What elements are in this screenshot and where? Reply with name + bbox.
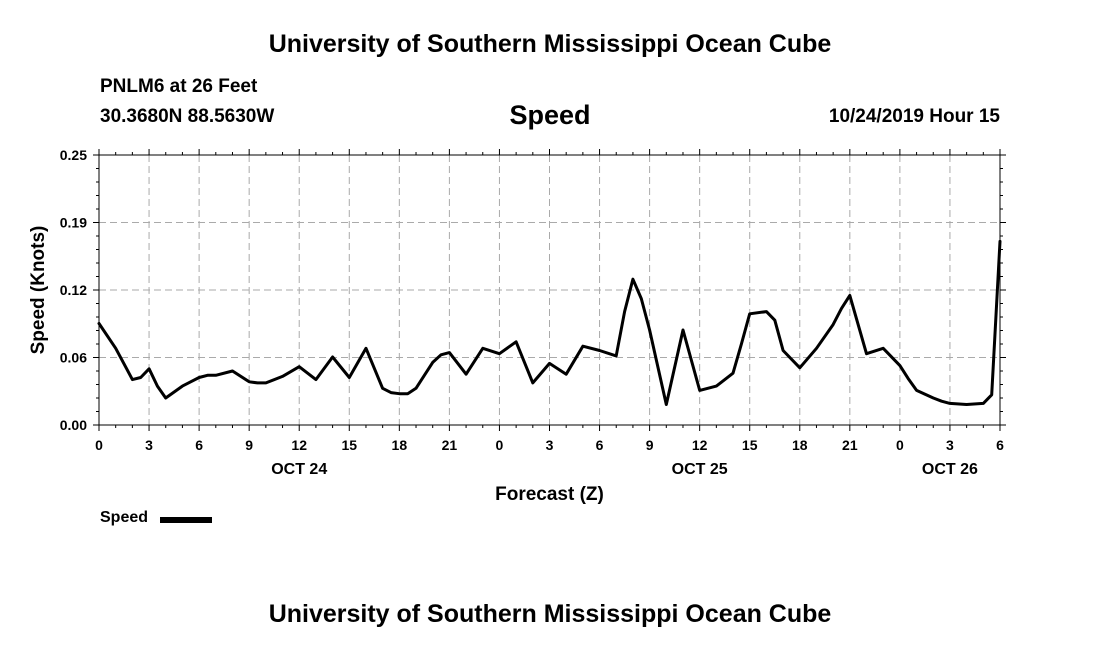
coordinates-label: 30.3680N 88.5630W	[100, 106, 275, 127]
y-tick-label: 0.06	[60, 350, 87, 366]
variable-title: Speed	[509, 100, 591, 130]
chart-title: University of Southern Mississippi Ocean…	[268, 30, 832, 58]
y-axis-label: Speed (Knots)	[28, 226, 49, 355]
x-tick-label: 15	[341, 437, 357, 453]
x-tick-label: 3	[546, 437, 554, 453]
x-tick-label: 9	[646, 437, 654, 453]
speed-series-line	[97, 239, 1002, 406]
x-tick-label: 0	[95, 437, 103, 453]
y-tick-label: 0.00	[60, 417, 87, 433]
y-tick-label: 0.19	[60, 215, 87, 231]
x-tick-label: 21	[442, 437, 458, 453]
legend-label: Speed	[100, 509, 149, 526]
date-label: OCT 26	[922, 461, 978, 478]
x-tick-label: 18	[792, 437, 808, 453]
x-tick-label: 3	[145, 437, 153, 453]
footer-title: University of Southern Mississippi Ocean…	[268, 600, 832, 628]
x-tick-label: 0	[896, 437, 904, 453]
plot-frame	[98, 154, 1001, 426]
x-tick-label: 12	[291, 437, 307, 453]
x-tick-label: 3	[946, 437, 954, 453]
y-tick-label: 0.25	[60, 147, 87, 163]
date-label: OCT 25	[672, 461, 728, 478]
y-tick-label: 0.12	[60, 282, 87, 298]
x-tick-label: 6	[596, 437, 604, 453]
x-tick-label: 6	[195, 437, 203, 453]
x-tick-label: 0	[496, 437, 504, 453]
x-tick-label: 9	[245, 437, 253, 453]
x-tick-label: 12	[692, 437, 708, 453]
legend-swatch	[160, 517, 212, 523]
x-tick-label: 21	[842, 437, 858, 453]
datetime-label: 10/24/2019 Hour 15	[828, 106, 1000, 127]
x-tick-label: 6	[996, 437, 1004, 453]
station-label: PNLM6 at 26 Feet	[100, 76, 258, 97]
date-label: OCT 24	[271, 461, 327, 478]
x-tick-label: 18	[392, 437, 408, 453]
x-axis-label: Forecast (Z)	[495, 484, 604, 505]
x-tick-label: 15	[742, 437, 758, 453]
